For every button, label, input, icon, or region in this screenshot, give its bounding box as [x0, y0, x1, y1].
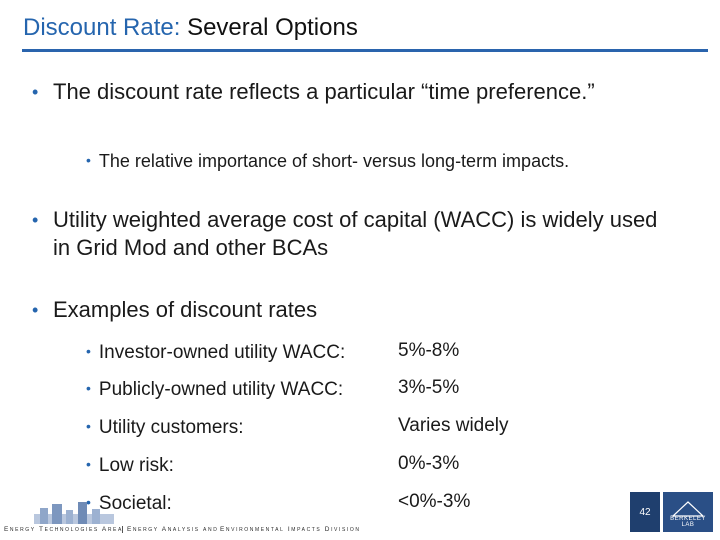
rate-row-low-risk: • Low risk: 0%-3% [86, 452, 459, 478]
building-skyline-icon [34, 502, 114, 524]
footer-org: Energy Technologies Area [4, 526, 123, 533]
bullet-dot-icon: • [86, 456, 91, 472]
lab-logo: BERKELEY LAB [663, 492, 713, 532]
bullet-dot-icon: • [86, 494, 91, 510]
rate-value: 3%-5% [398, 377, 460, 398]
rate-label: Societal: [98, 493, 172, 514]
rate-label: Investor-owned utility WACC: [98, 342, 346, 363]
page-number-text: 42 [639, 506, 651, 518]
rate-label: Utility customers: [98, 417, 244, 438]
bullet-text: The discount rate reflects a particular … [53, 79, 595, 104]
rate-row-societal: • Societal: <0%-3% [86, 490, 470, 516]
page-number: 42 [630, 492, 660, 532]
bullet-dot-icon: • [32, 210, 39, 230]
rate-value: Varies widely [398, 415, 509, 436]
bullet-text: Examples of discount rates [53, 297, 318, 322]
sub-bullet-text: The relative importance of short- versus… [98, 151, 570, 171]
rate-value: <0%-3% [398, 491, 471, 512]
bullet-examples: • Examples of discount rates [32, 296, 672, 324]
sub-bullet-importance: • The relative importance of short- versu… [86, 148, 569, 173]
footer-division-a: Energy Analysis and [122, 526, 218, 533]
bullet-dot-icon: • [86, 380, 91, 396]
rate-value: 0%-3% [398, 453, 460, 474]
rate-label: Publicly-owned utility WACC: [98, 379, 344, 400]
bullet-dot-icon: • [32, 82, 39, 102]
bullet-text: Utility weighted average cost of capital… [53, 207, 658, 260]
rate-row-public: • Publicly-owned utility WACC: 3%-5% [86, 376, 459, 402]
bullet-dot-icon: • [32, 300, 39, 320]
rate-row-customers: • Utility customers: Varies widely [86, 414, 509, 440]
lab-building-icon [671, 501, 705, 517]
footer: Energy Technologies Area Energy Analysis… [4, 496, 524, 540]
footer-division-b: Environmental Impacts Division [220, 526, 361, 533]
bullet-dot-icon: • [86, 343, 91, 359]
bullet-time-preference: • The discount rate reflects a particula… [32, 78, 672, 106]
rate-label: Low risk: [98, 455, 174, 476]
slide-title: Discount Rate: Several Options [23, 14, 358, 42]
title-underline [22, 49, 708, 52]
bullet-dot-icon: • [86, 152, 91, 168]
lab-name: BERKELEY LAB [670, 516, 706, 528]
bullet-dot-icon: • [86, 418, 91, 434]
title-rest: Several Options [187, 14, 358, 41]
rate-value: 5%-8% [398, 340, 460, 361]
title-accent: Discount Rate: [23, 14, 181, 41]
rate-row-investor: • Investor-owned utility WACC: 5%-8% [86, 339, 459, 365]
bullet-wacc: • Utility weighted average cost of capit… [32, 206, 672, 262]
